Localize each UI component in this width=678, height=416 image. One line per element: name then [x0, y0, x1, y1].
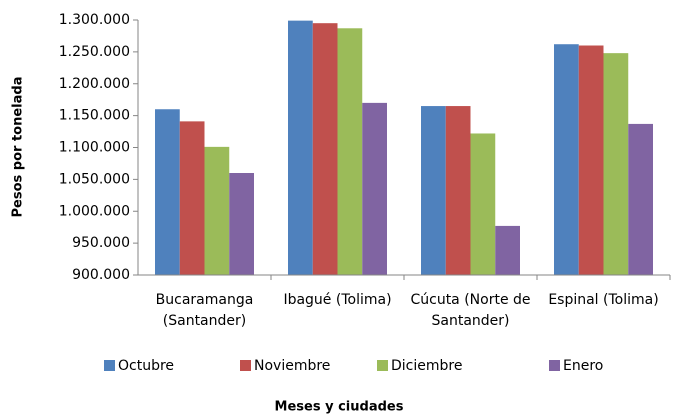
bar — [204, 146, 230, 275]
bar — [155, 109, 180, 275]
bar — [495, 225, 520, 275]
bar — [628, 123, 653, 275]
x-tick-label: Bucaramanga (Santander) — [155, 292, 254, 329]
bar — [421, 106, 446, 275]
legend-swatch — [240, 360, 251, 371]
bar — [445, 106, 471, 275]
bar — [312, 23, 338, 275]
y-tick-label: 1.250.000 — [59, 44, 130, 60]
bar — [229, 173, 254, 275]
x-tick-label: Cúcuta (Norte de Santander) — [410, 292, 531, 329]
bar — [337, 28, 363, 275]
y-tick-label: 950.000 — [72, 235, 130, 251]
y-tick-label: 1.200.000 — [59, 76, 130, 92]
y-axis-title: Pesos por tonelada — [11, 77, 26, 218]
legend-label: Enero — [563, 358, 603, 374]
bar — [470, 133, 496, 275]
bar — [603, 53, 629, 276]
y-tick-label: 1.050.000 — [59, 171, 130, 187]
bar — [288, 20, 313, 276]
legend-swatch — [549, 360, 560, 371]
y-tick-label: 1.300.000 — [59, 12, 130, 28]
x-tick-label: Espinal (Tolima) — [548, 292, 659, 308]
legend-label: Diciembre — [391, 358, 462, 374]
x-axis-title: Meses y ciudades — [275, 400, 404, 415]
y-tick-label: 1.150.000 — [59, 108, 130, 124]
y-tick-label: 1.000.000 — [59, 203, 130, 219]
bar — [362, 102, 387, 275]
legend-swatch — [104, 360, 115, 371]
bar — [554, 44, 579, 275]
bar — [179, 121, 205, 275]
legend-swatch — [377, 360, 388, 371]
bar — [578, 45, 604, 275]
legend-label: Octubre — [118, 358, 174, 374]
y-tick-label: 1.100.000 — [59, 140, 130, 156]
y-tick-label: 900.000 — [72, 267, 130, 283]
x-tick-label: Ibagué (Tolima) — [283, 292, 392, 308]
legend-label: Noviembre — [254, 358, 330, 374]
